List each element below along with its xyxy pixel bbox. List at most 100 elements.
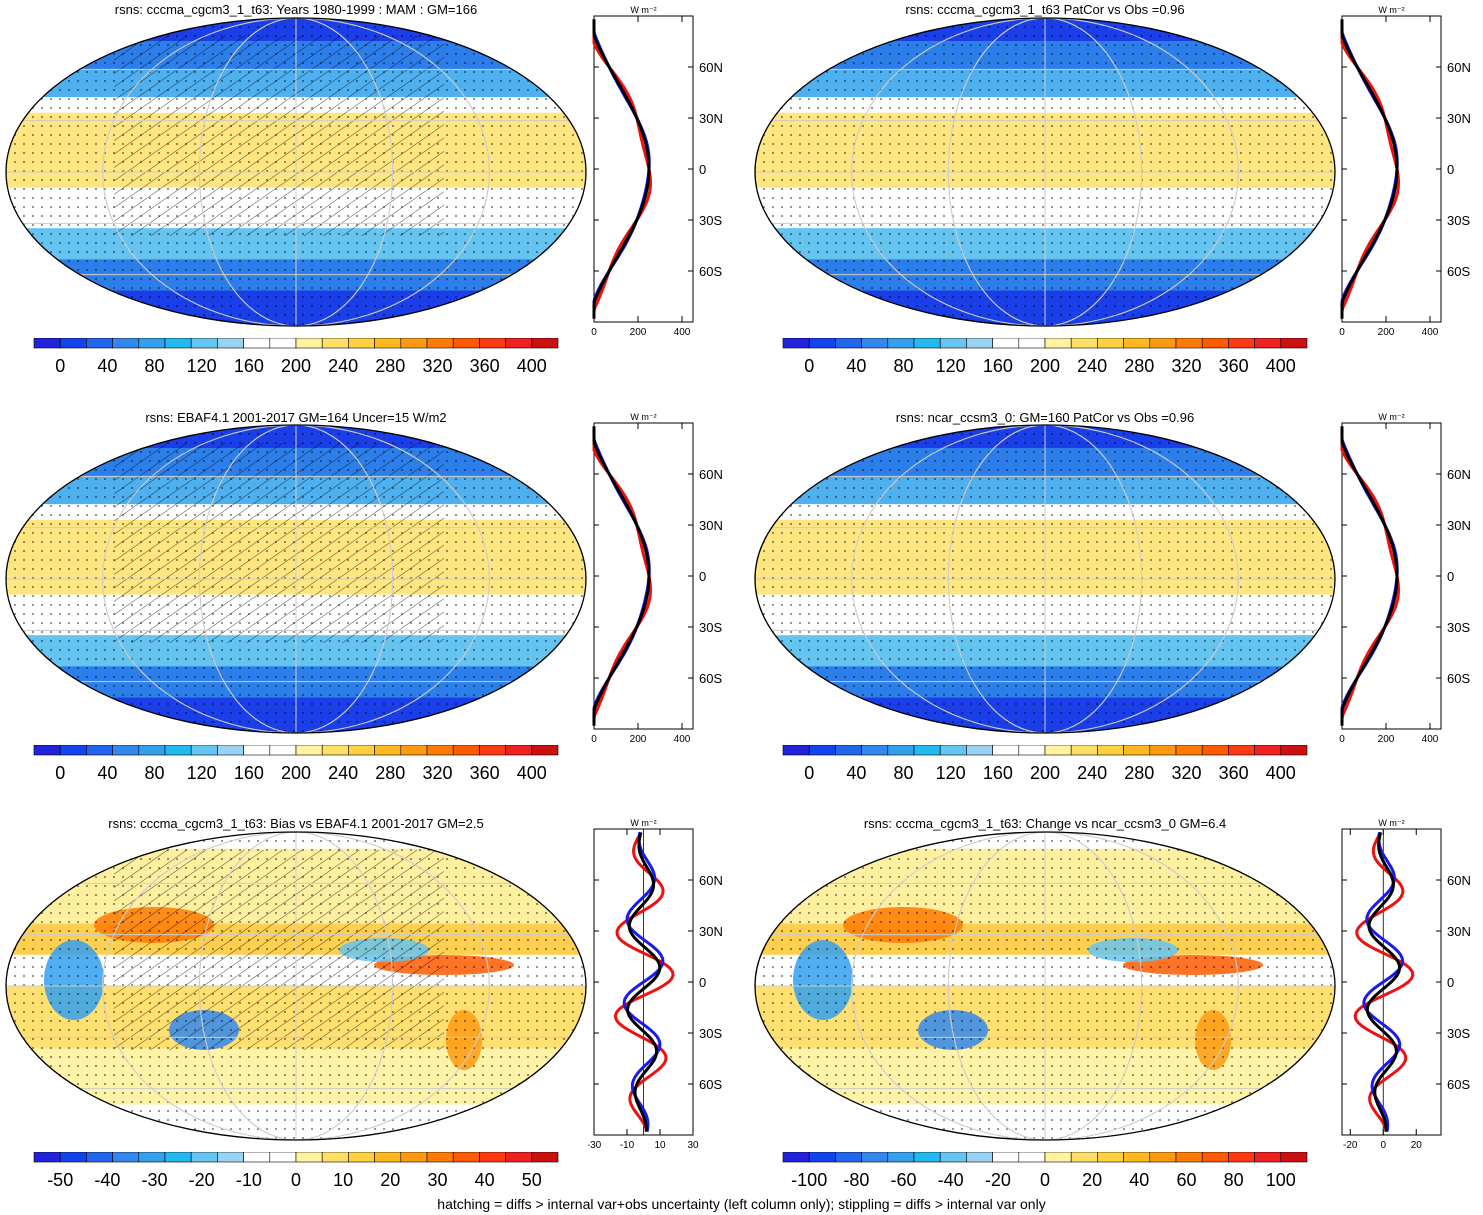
profile-lat-label: 60N <box>1447 467 1471 482</box>
profile-x-tick: 200 <box>1378 327 1395 338</box>
colorbar-label: 120 <box>936 356 966 376</box>
profile-unit-label: W m⁻² <box>630 412 656 422</box>
profile-lat-label: 60N <box>699 873 723 888</box>
profile-series-line <box>592 19 651 319</box>
colorbar-label: -20 <box>189 1170 215 1190</box>
profile-lat-label: 60S <box>699 264 722 279</box>
profile-series-line <box>592 426 653 726</box>
profile-lat-label: 60S <box>1447 671 1470 686</box>
zonal-profile-panel-6: W m⁻² 60N 30N 0 30S 60S -20 0 20 <box>1341 818 1471 1151</box>
profile-x-tick: 200 <box>630 327 647 338</box>
colorbar-label: 280 <box>1124 763 1154 783</box>
colorbar-label: -60 <box>891 1170 917 1190</box>
colorbar-label: 0 <box>55 763 65 783</box>
colorbar-label: 120 <box>187 763 217 783</box>
profile-series-line <box>625 832 662 1132</box>
colorbar-label: 50 <box>522 1170 542 1190</box>
profile-lat-label: 30N <box>1447 111 1471 126</box>
map-panel-2 <box>754 17 1336 327</box>
colorbar-label: 80 <box>894 763 914 783</box>
profile-lat-label: 60S <box>699 1077 722 1092</box>
profile-lat-label: 30S <box>699 1026 722 1041</box>
colorbar-label: -100 <box>791 1170 827 1190</box>
profile-lat-label: 60N <box>1447 873 1471 888</box>
colorbar-panel-5: -50 -40 -30 -20 -10 0 10 20 30 40 50 <box>33 1152 559 1190</box>
map-panel-4 <box>754 424 1336 734</box>
colorbar-label: 400 <box>1266 356 1296 376</box>
map-panel-6 <box>754 831 1336 1141</box>
colorbar-label: -40 <box>94 1170 120 1190</box>
colorbar-label: 160 <box>983 356 1013 376</box>
zonal-profile-panel-3: W m⁻² 60N 30N 0 30S 60S 0 200 400 <box>591 412 723 745</box>
profile-x-tick: 20 <box>1411 1140 1423 1151</box>
profile-x-tick: 30 <box>687 1140 699 1151</box>
profile-lat-label: 30N <box>699 924 723 939</box>
colorbar-label: 160 <box>234 356 264 376</box>
colorbar-label: 240 <box>1077 763 1107 783</box>
colorbar-label: -50 <box>47 1170 73 1190</box>
profile-series-line <box>1353 831 1415 1132</box>
panel-title-1: rsns: cccma_cgcm3_1_t63: Years 1980-1999… <box>114 2 478 17</box>
profile-x-tick: -30 <box>588 1140 602 1151</box>
colorbar-label: 360 <box>1219 356 1249 376</box>
colorbar-label: 200 <box>281 356 311 376</box>
colorbar-label: 20 <box>1082 1170 1102 1190</box>
colorbar-label: 40 <box>97 763 117 783</box>
colorbar-label: 400 <box>1266 763 1296 783</box>
profile-x-tick: -10 <box>620 1140 635 1151</box>
colorbar-label: -20 <box>985 1170 1011 1190</box>
colorbar-label: 280 <box>1124 356 1154 376</box>
colorbar-label: 240 <box>1077 356 1107 376</box>
profile-unit-label: W m⁻² <box>630 818 656 828</box>
colorbar-label: 320 <box>1171 763 1201 783</box>
colorbar-label: 80 <box>145 763 165 783</box>
profile-lat-label: 0 <box>699 975 706 990</box>
colorbar-label: 80 <box>145 356 165 376</box>
colorbar-label: 20 <box>380 1170 400 1190</box>
map-panel-5 <box>5 831 587 1141</box>
profile-lat-label: 30S <box>1447 213 1470 228</box>
profile-lat-label: 0 <box>1447 569 1454 584</box>
colorbar-label: 80 <box>1224 1170 1244 1190</box>
map-panel-1 <box>5 17 587 327</box>
colorbar-label: 0 <box>1040 1170 1050 1190</box>
profile-series-line <box>1340 19 1401 319</box>
profile-series-line <box>1340 19 1399 319</box>
colorbar-label: 160 <box>234 763 264 783</box>
colorbar-label: 0 <box>291 1170 301 1190</box>
colorbar-label: 400 <box>517 763 547 783</box>
profile-unit-label: W m⁻² <box>1378 5 1404 15</box>
colorbar-label: 200 <box>281 763 311 783</box>
colorbar-label: 100 <box>1266 1170 1296 1190</box>
profile-series-line <box>1340 426 1399 726</box>
colorbar-label: -30 <box>142 1170 168 1190</box>
profile-x-tick: 200 <box>1378 734 1395 745</box>
profile-series-line <box>1365 832 1402 1132</box>
profile-lat-label: 30N <box>1447 518 1471 533</box>
profile-lat-label: 0 <box>699 162 706 177</box>
profile-series-line <box>1340 426 1401 726</box>
panel-title-6: rsns: cccma_cgcm3_1_t63: Change vs ncar_… <box>863 816 1227 831</box>
profile-lat-label: 30S <box>1447 620 1470 635</box>
colorbar-label: 200 <box>1030 356 1060 376</box>
profile-series-line <box>592 426 651 726</box>
profile-lat-label: 60N <box>1447 60 1471 75</box>
colorbar-panel-4: 0 40 80 120 160 200 240 280 320 360 400 <box>782 745 1308 783</box>
profile-lat-label: 0 <box>1447 975 1454 990</box>
profile-lat-label: 60N <box>699 467 723 482</box>
colorbar-label: 0 <box>55 356 65 376</box>
profile-x-tick: 200 <box>630 734 647 745</box>
profile-unit-label: W m⁻² <box>1378 818 1404 828</box>
colorbar-label: -10 <box>236 1170 262 1190</box>
profile-x-tick: 400 <box>674 734 691 745</box>
colorbar-label: 160 <box>983 763 1013 783</box>
colorbar-label: 60 <box>1176 1170 1196 1190</box>
zonal-profile-panel-1: W m⁻² 60N 30N 0 30S 60S 0 200 400 <box>591 5 723 338</box>
profile-series-line <box>592 19 651 319</box>
colorbar-label: 360 <box>1219 763 1249 783</box>
panel-title-4: rsns: ncar_ccsm3_0: GM=160 PatCor vs Obs… <box>895 410 1195 425</box>
colorbar-label: 10 <box>333 1170 353 1190</box>
colorbar-label: 120 <box>936 763 966 783</box>
colorbar-label: 320 <box>422 763 452 783</box>
colorbar-panel-6: -100 -80 -60 -40 -20 0 20 40 60 80 100 <box>782 1152 1308 1190</box>
